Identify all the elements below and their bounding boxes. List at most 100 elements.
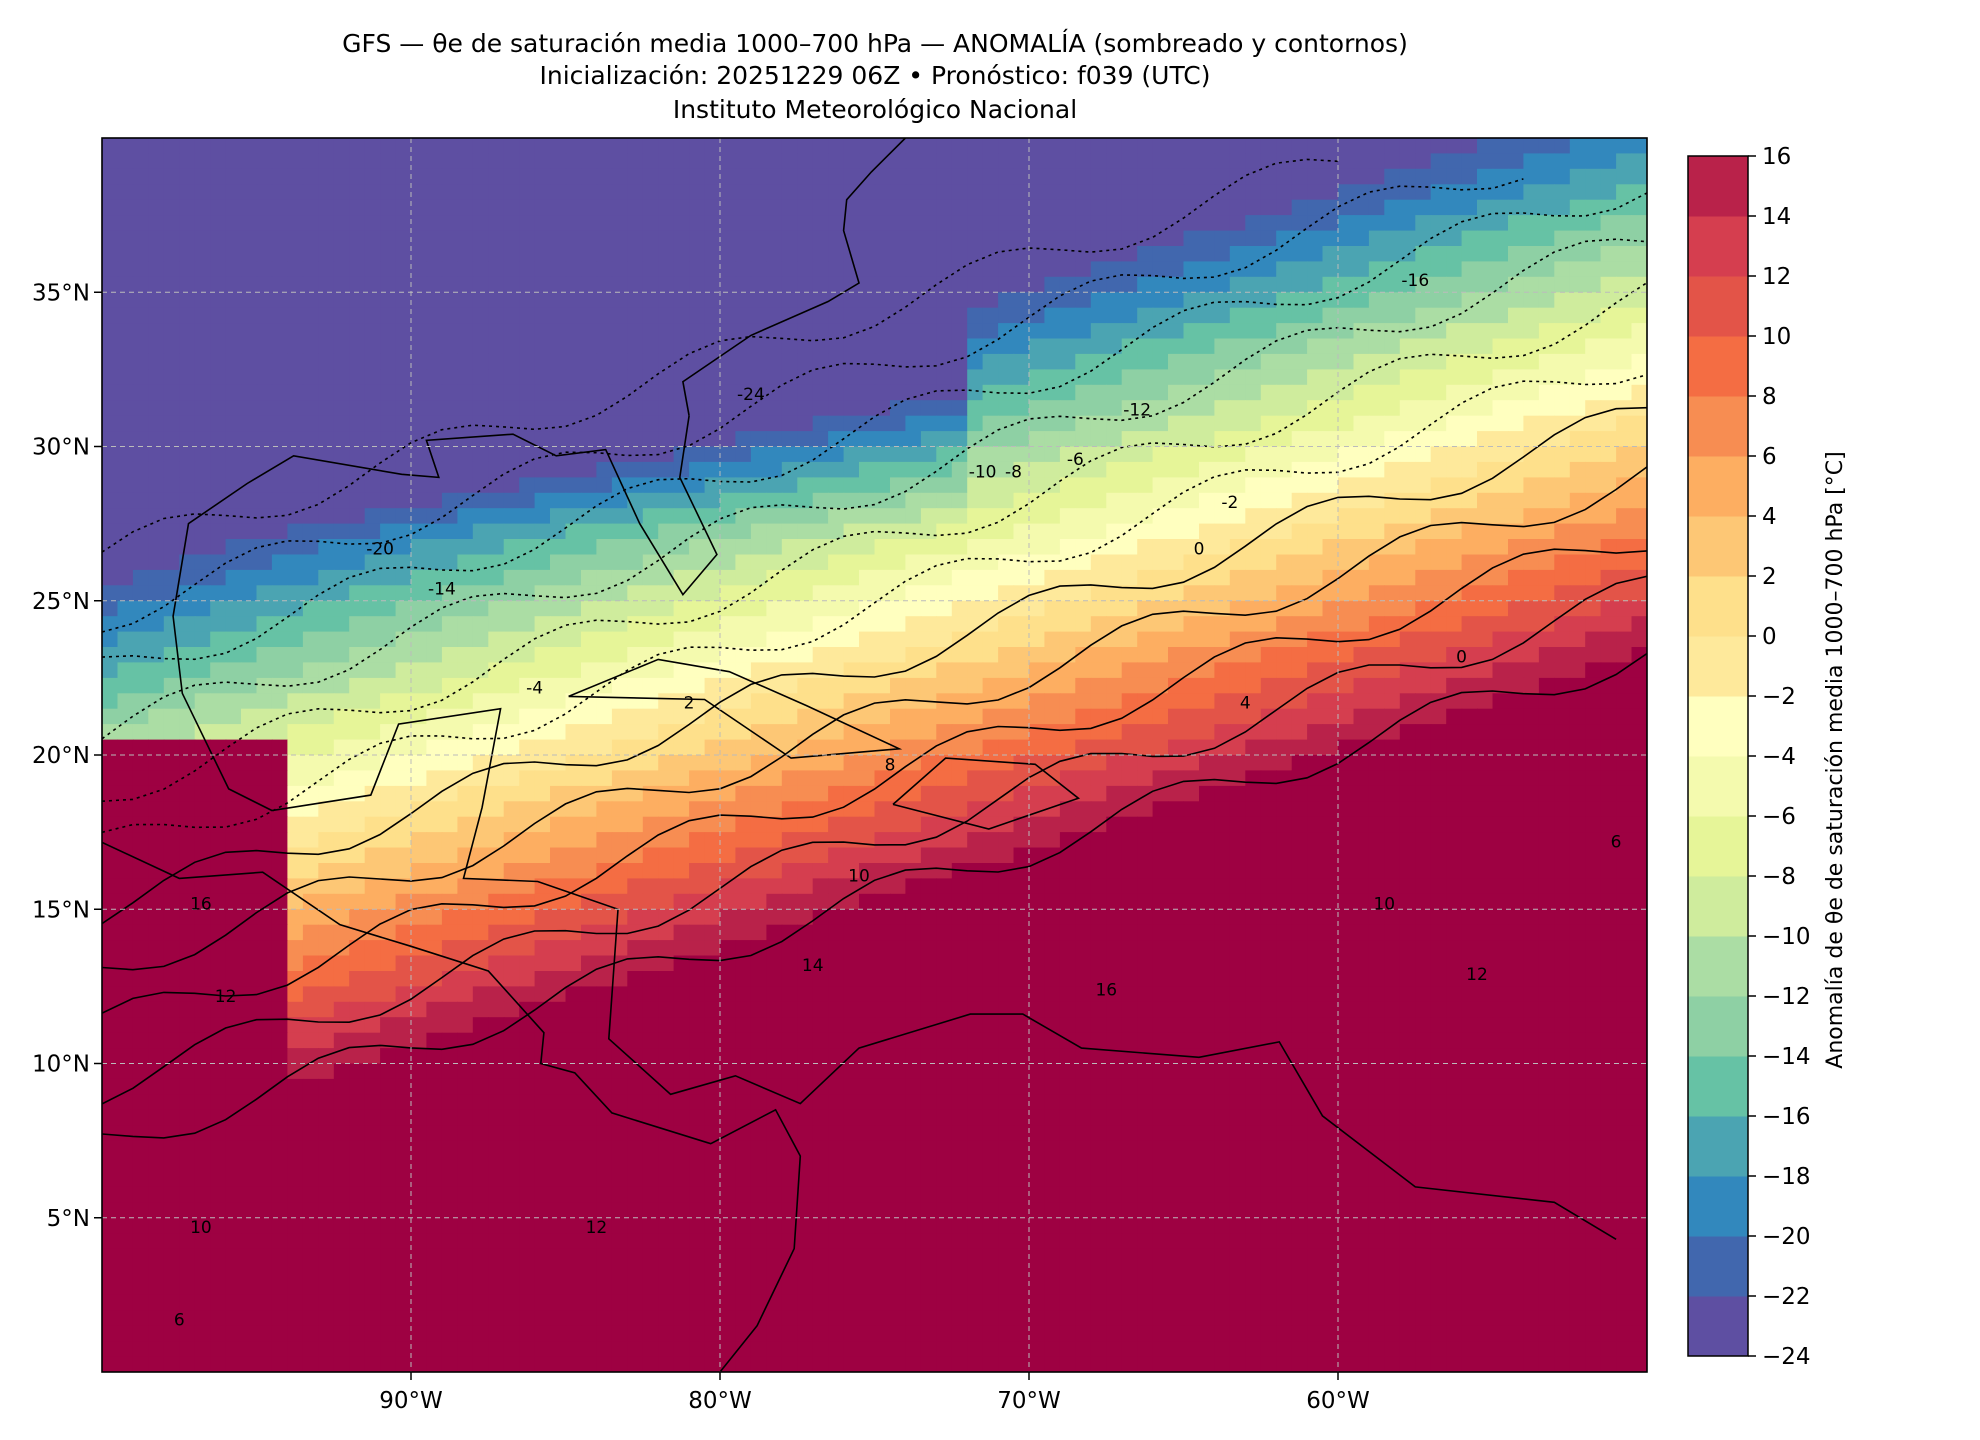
shading-cell bbox=[1461, 878, 1478, 895]
shading-cell bbox=[1137, 461, 1154, 478]
shading-cell bbox=[488, 138, 505, 154]
shading-cell bbox=[364, 184, 381, 201]
shading-cell bbox=[225, 724, 242, 741]
shading-cell bbox=[1013, 492, 1030, 509]
shading-cell bbox=[1214, 415, 1231, 432]
shading-cell bbox=[457, 755, 474, 771]
shading-cell bbox=[982, 168, 999, 185]
shading-cell bbox=[194, 261, 211, 278]
shading-cell bbox=[828, 246, 845, 262]
shading-cell bbox=[1229, 878, 1246, 895]
shading-cell bbox=[132, 569, 149, 586]
shading-cell bbox=[967, 523, 984, 540]
shading-cell bbox=[781, 708, 798, 725]
shading-cell bbox=[1199, 724, 1216, 741]
shading-cell bbox=[920, 631, 937, 648]
shading-cell bbox=[658, 168, 675, 185]
shading-cell bbox=[1137, 168, 1154, 185]
shading-cell bbox=[998, 662, 1015, 679]
shading-cell bbox=[642, 816, 659, 833]
shading-cell bbox=[318, 554, 335, 571]
shading-cell bbox=[364, 739, 381, 756]
shading-cell bbox=[441, 199, 458, 216]
shading-cell bbox=[1059, 585, 1076, 602]
shading-cell bbox=[596, 477, 613, 494]
shading-cell bbox=[1059, 569, 1076, 586]
shading-cell bbox=[936, 832, 953, 849]
shading-cell bbox=[673, 878, 690, 895]
shading-cell bbox=[426, 230, 443, 247]
shading-cell bbox=[1538, 292, 1555, 309]
shading-cell bbox=[1245, 708, 1262, 725]
shading-cell bbox=[1508, 415, 1525, 432]
shading-cell bbox=[1523, 554, 1540, 571]
shading-cell bbox=[534, 801, 551, 818]
shading-cell bbox=[1229, 755, 1246, 771]
shading-cell bbox=[1585, 168, 1602, 185]
shading-cell bbox=[380, 276, 397, 293]
shading-cell bbox=[565, 739, 582, 756]
shading-cell bbox=[117, 523, 134, 540]
shading-cell bbox=[488, 338, 505, 355]
shading-cell bbox=[1137, 215, 1154, 232]
shading-cell bbox=[797, 168, 814, 185]
shading-cell bbox=[287, 739, 304, 756]
shading-cell bbox=[1461, 677, 1478, 694]
shading-cell bbox=[812, 600, 829, 617]
shading-cell bbox=[1538, 600, 1555, 617]
shading-cell bbox=[951, 168, 968, 185]
shading-cell bbox=[441, 569, 458, 586]
shading-cell bbox=[750, 261, 767, 278]
shading-cell bbox=[1430, 739, 1447, 756]
shading-cell bbox=[395, 307, 412, 324]
shading-cell bbox=[735, 400, 752, 417]
shading-cell bbox=[951, 184, 968, 201]
shading-cell bbox=[194, 878, 211, 895]
shading-cell bbox=[411, 477, 428, 494]
shading-cell bbox=[179, 168, 196, 185]
shading-cell bbox=[1368, 616, 1385, 633]
shading-cell bbox=[581, 230, 598, 247]
shading-cell bbox=[642, 508, 659, 525]
shading-cell bbox=[1538, 724, 1555, 741]
shading-cell bbox=[951, 755, 968, 771]
shading-cell bbox=[1059, 878, 1076, 895]
shading-cell bbox=[1600, 431, 1617, 448]
shading-cell bbox=[1368, 138, 1385, 154]
shading-cell bbox=[457, 461, 474, 478]
shading-cell bbox=[812, 492, 829, 509]
shading-cell bbox=[1013, 893, 1030, 910]
shading-cell bbox=[797, 785, 814, 802]
shading-cell bbox=[750, 724, 767, 741]
shading-cell bbox=[1508, 677, 1525, 694]
shading-cell bbox=[395, 338, 412, 355]
shading-cell bbox=[1199, 616, 1216, 633]
shading-cell bbox=[256, 616, 273, 633]
shading-cell bbox=[1183, 600, 1200, 617]
shading-cell bbox=[781, 755, 798, 771]
shading-cell bbox=[1121, 215, 1138, 232]
shading-cell bbox=[426, 770, 443, 787]
shading-cell bbox=[781, 323, 798, 340]
shading-cell bbox=[689, 415, 706, 432]
shading-cell bbox=[1368, 230, 1385, 247]
shading-cell bbox=[1585, 554, 1602, 571]
shading-cell bbox=[1075, 138, 1092, 154]
shading-cell bbox=[890, 832, 907, 849]
shading-cell bbox=[1368, 724, 1385, 741]
shading-cell bbox=[874, 693, 891, 710]
shading-cell bbox=[1075, 246, 1092, 262]
shading-cell bbox=[781, 276, 798, 293]
shading-cell bbox=[534, 770, 551, 787]
shading-cell bbox=[920, 184, 937, 201]
shading-cell bbox=[1075, 184, 1092, 201]
shading-cell bbox=[333, 246, 350, 262]
shading-cell bbox=[936, 724, 953, 741]
shading-cell bbox=[1368, 677, 1385, 694]
shading-cell bbox=[735, 276, 752, 293]
shading-cell bbox=[1322, 816, 1339, 833]
shading-cell bbox=[349, 585, 366, 602]
shading-cell bbox=[534, 199, 551, 216]
shading-cell bbox=[194, 153, 211, 170]
shading-cell bbox=[1508, 246, 1525, 262]
